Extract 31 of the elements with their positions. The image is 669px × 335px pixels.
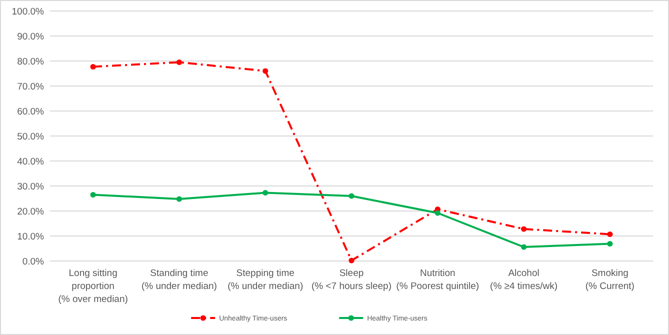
- y-tick-label: 90.0%: [17, 31, 45, 42]
- y-tick-label: 50.0%: [17, 131, 45, 142]
- x-tick-label: Long sitting proportion (% over median): [58, 268, 128, 305]
- point: [607, 231, 613, 238]
- y-tick-label: 40.0%: [17, 156, 45, 168]
- point: [607, 240, 613, 247]
- y-tick-label: 70.0%: [17, 81, 45, 92]
- point: [176, 59, 182, 66]
- point: [262, 68, 268, 74]
- y-tick-label: 100.0%: [12, 6, 45, 18]
- y-tick-label: 60.0%: [17, 106, 45, 118]
- x-tick-label: Nutrition (% Poorest quintile): [396, 268, 480, 292]
- x-tick-label: Sleep (% <7 hours sleep): [312, 268, 392, 292]
- y-tick-label: 20.0%: [17, 206, 45, 218]
- x-tick-label: Smoking (% Current): [585, 268, 634, 292]
- point: [520, 226, 527, 232]
- point: [520, 244, 527, 250]
- point: [434, 210, 440, 216]
- y-tick-label: 80.0%: [17, 56, 45, 68]
- x-tick-label: Standing time (% under median): [141, 268, 217, 292]
- point: [176, 196, 182, 202]
- point: [348, 193, 354, 199]
- point: [348, 258, 354, 264]
- point: [90, 64, 96, 70]
- point: [262, 190, 268, 196]
- y-tick-label: 0.0%: [22, 256, 45, 268]
- x-tick-label: Stepping time (% under median): [228, 268, 304, 292]
- x-tick-label: Alcohol (% ≥4 times/wk): [490, 268, 558, 292]
- point: [90, 192, 96, 198]
- y-tick-label: 10.0%: [17, 231, 45, 242]
- y-tick-label: 30.0%: [17, 181, 45, 192]
